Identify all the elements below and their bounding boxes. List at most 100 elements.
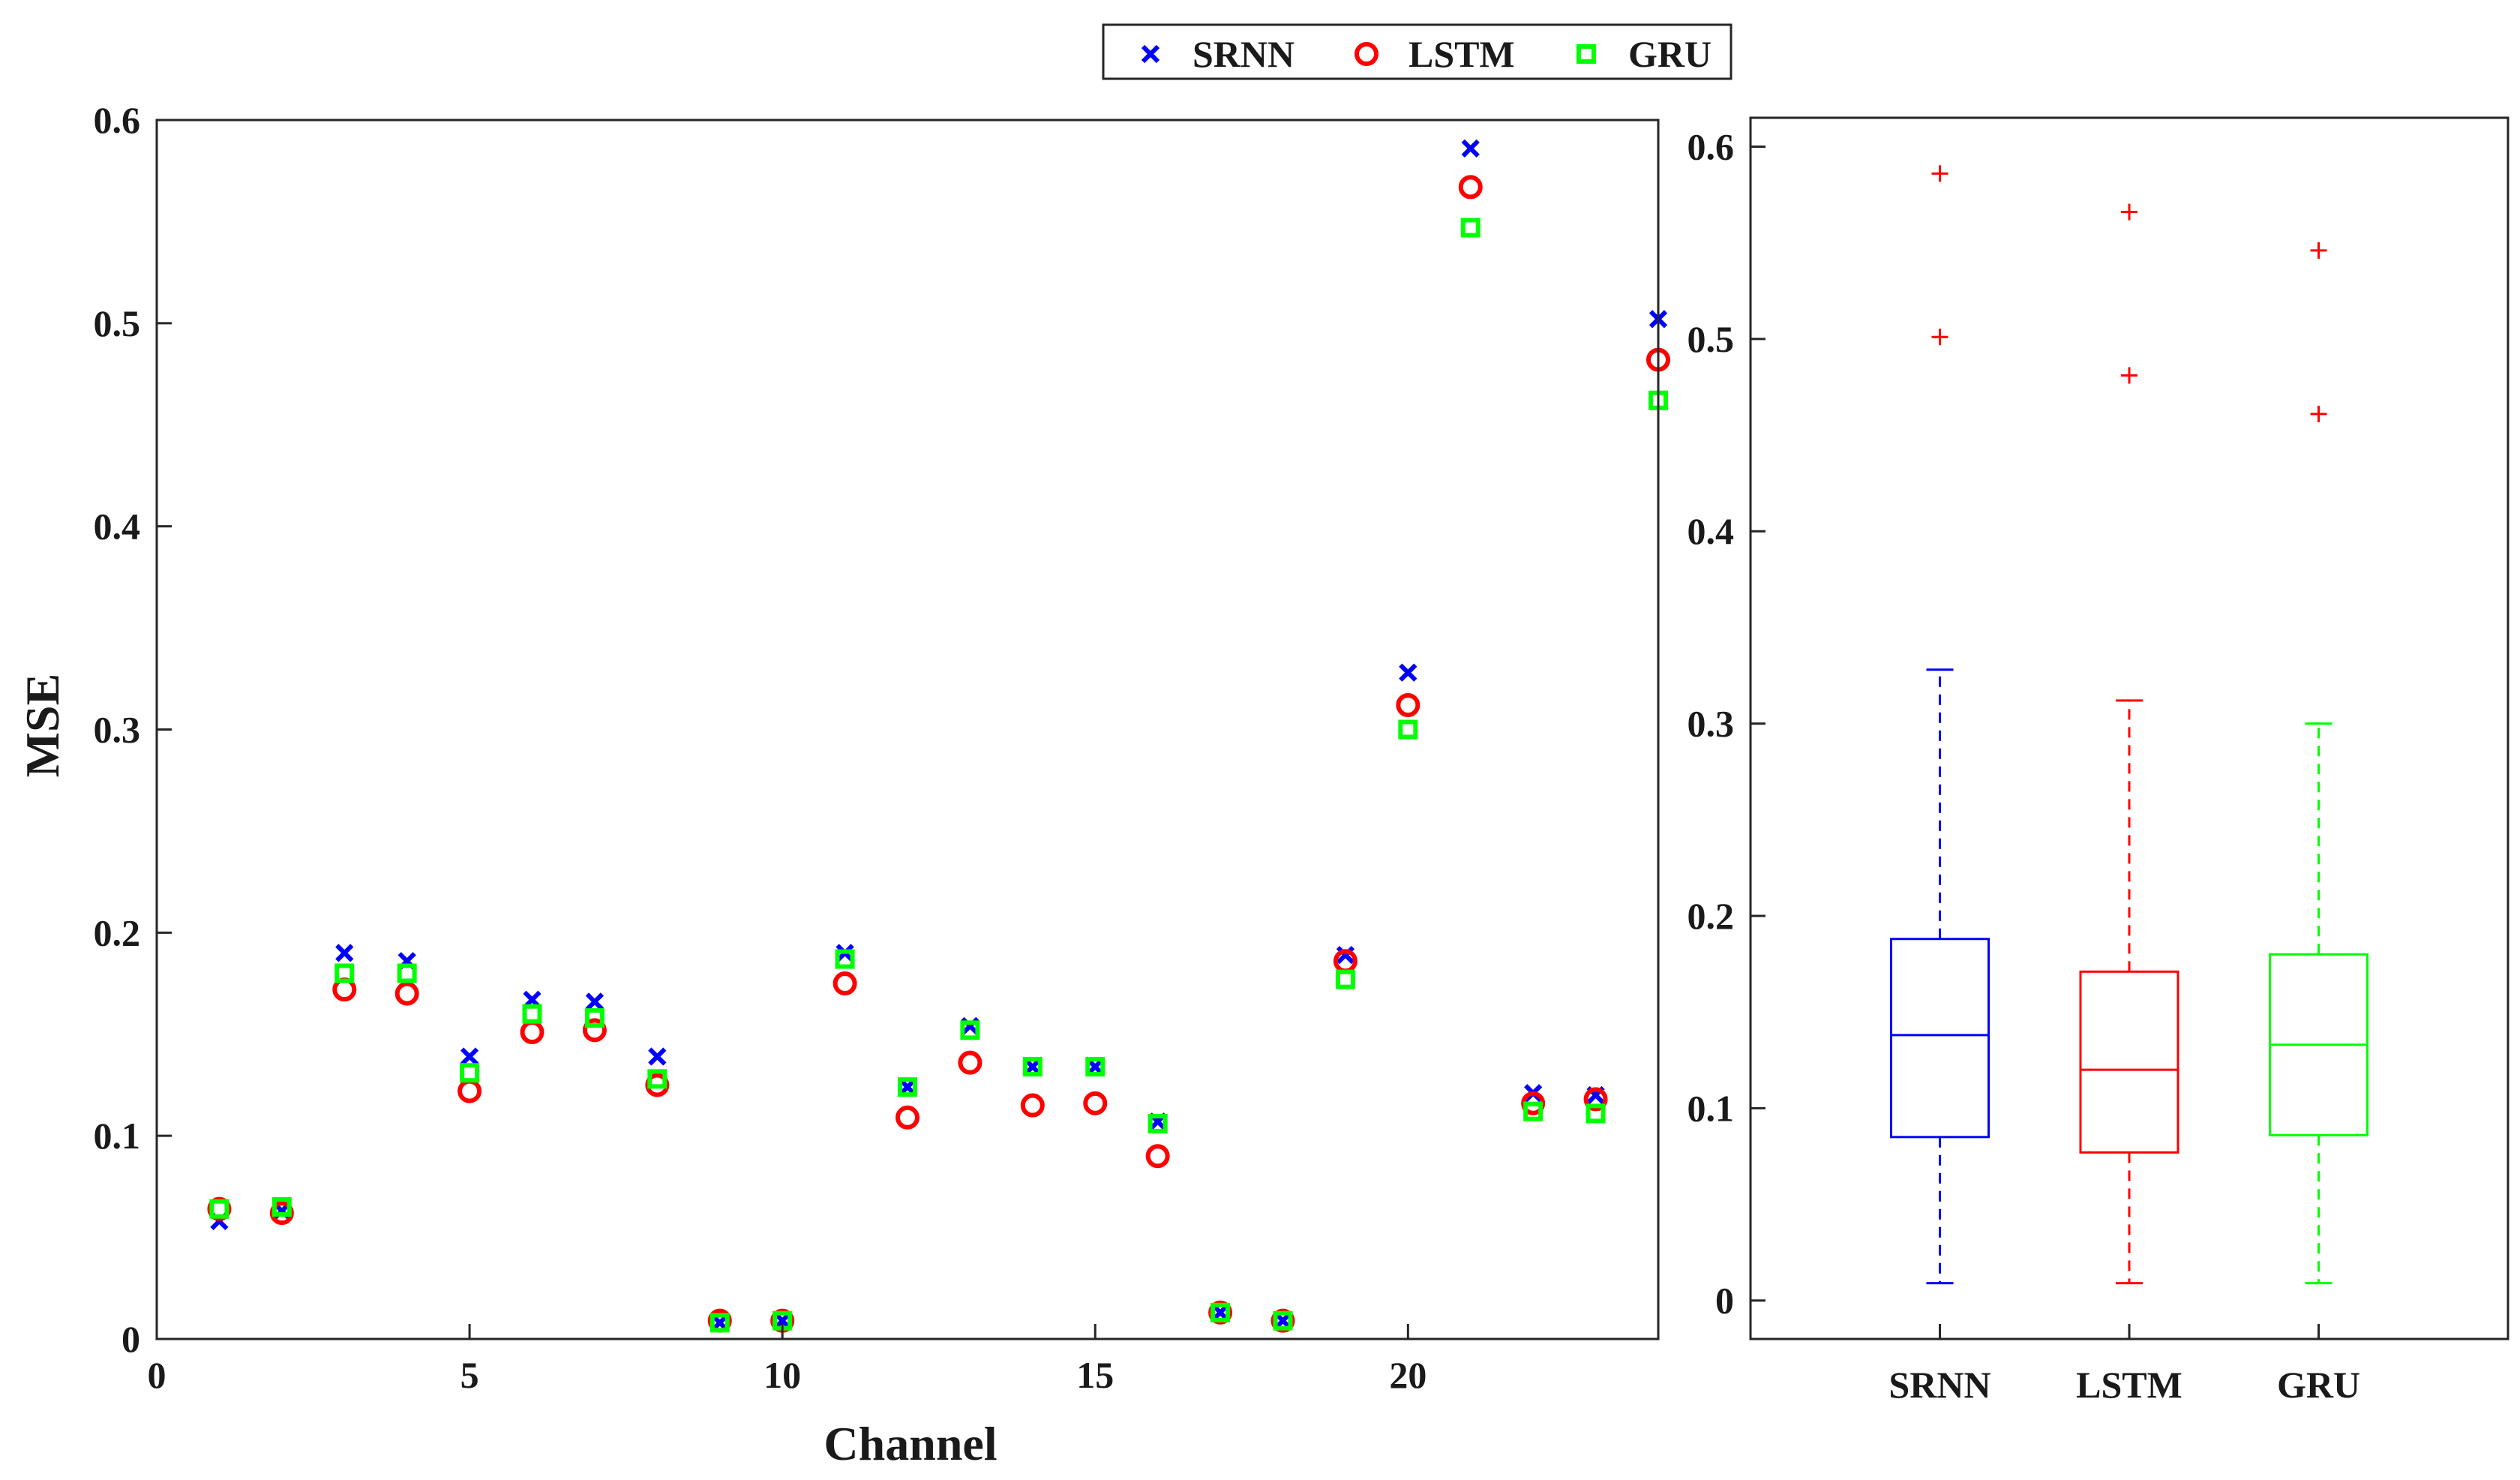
legend-item-gru: GRU: [1576, 33, 1712, 75]
gru-point: [1398, 719, 1418, 740]
srnn-point: [1086, 1057, 1105, 1076]
gru-point: [272, 1196, 292, 1217]
scatter-axes-frame: [155, 119, 1660, 1340]
box-y-tick-label: 0.1: [1688, 1087, 1735, 1129]
srnn-point: [1461, 139, 1480, 158]
x-tick-label: 10: [764, 1354, 801, 1396]
gru-point: [960, 1020, 980, 1040]
scatter-panel: 0 5 10 15 20 0 0.1 0.2 0.3 0.4 0.5 0.6 Channel MSE: [16, 99, 1670, 1470]
x-tick-label: 20: [1389, 1354, 1426, 1396]
gru-point: [1460, 218, 1480, 238]
y-tick-label: 0.4: [94, 506, 141, 548]
gru-point: [397, 963, 417, 983]
legend-items: SRNN LSTM GRU: [1141, 33, 1712, 75]
box-category-label: GRU: [2277, 1364, 2360, 1406]
iqr-box: [2079, 970, 2180, 1154]
y-tick-label: 0.3: [94, 709, 141, 751]
srnn-point: [648, 1047, 667, 1066]
x-tick-label: 15: [1076, 1354, 1114, 1396]
srnn-point: [1274, 1311, 1292, 1330]
x-tick-label: 0: [148, 1354, 166, 1396]
legend-label: LSTM: [1408, 33, 1515, 75]
gru-point: [522, 1004, 542, 1024]
series-gru: [209, 218, 1668, 1333]
gru-point: [835, 949, 855, 969]
lstm-point: [1396, 693, 1420, 717]
gru-point: [460, 1063, 480, 1083]
legend-label: GRU: [1628, 33, 1712, 75]
outlier-marker: [2310, 405, 2327, 422]
srnn-point: [585, 992, 604, 1011]
gru-point: [1210, 1302, 1231, 1322]
y-tick-label: 0.5: [94, 302, 141, 344]
y-tick-label: 0.1: [94, 1115, 141, 1157]
outlier-marker: [1931, 165, 1948, 182]
box-y-tick-label: 0.6: [1688, 125, 1735, 167]
gru-point: [1335, 969, 1355, 989]
x-tick-label: 5: [460, 1354, 479, 1396]
srnn-point: [1399, 663, 1418, 682]
y-tick-label: 0.2: [94, 911, 141, 953]
gru-point: [1148, 1113, 1168, 1133]
srnn-point: [773, 1311, 792, 1330]
lstm-point: [1083, 1091, 1108, 1115]
box-gru: [2269, 242, 2368, 1285]
lstm-point: [520, 1020, 544, 1045]
gru-point: [1273, 1310, 1293, 1331]
box-category-label: SRNN: [1888, 1364, 1990, 1406]
lstm-point: [958, 1050, 982, 1075]
srnn-point: [460, 1047, 479, 1066]
box-y-tick-label: 0.3: [1688, 703, 1735, 745]
gru-point: [209, 1199, 230, 1219]
lstm-point: [1583, 1087, 1608, 1112]
boxplot-ticks: 0 0.1 0.2 0.3 0.4 0.5 0.6 SRNN LSTM GRU: [1688, 125, 2361, 1406]
srnn-point: [1023, 1057, 1042, 1076]
legend-marker-lstm: [1354, 42, 1378, 66]
gru-point: [1022, 1057, 1042, 1077]
lstm-point: [1458, 175, 1483, 200]
box-srnn: [1890, 165, 1990, 1285]
x-axis-title: Channel: [824, 1417, 997, 1470]
srnn-point: [1210, 1303, 1230, 1322]
box-y-tick-label: 0.2: [1688, 895, 1735, 937]
lstm-point: [1145, 1144, 1170, 1169]
y-tick-label: 0.6: [94, 99, 141, 141]
outlier-marker: [1931, 329, 1948, 346]
y-tick-label: 0: [122, 1318, 140, 1360]
legend-label: SRNN: [1192, 33, 1294, 75]
gru-point: [584, 1008, 604, 1028]
gru-point: [898, 1077, 917, 1097]
legend: SRNN LSTM GRU: [1102, 23, 1732, 80]
series-lstm: [207, 175, 1670, 1333]
lstm-point: [896, 1105, 920, 1130]
gru-point: [1085, 1057, 1106, 1077]
outlier-marker: [2310, 242, 2327, 259]
box-category-label: LSTM: [2076, 1364, 2182, 1406]
srnn-point: [898, 1078, 917, 1097]
legend-item-srnn: SRNN: [1141, 33, 1294, 75]
lstm-point: [458, 1079, 482, 1103]
scatter-ticks: 0 5 10 15 20 0 0.1 0.2 0.3 0.4 0.5 0.6: [94, 99, 1427, 1396]
legend-marker-srnn: [1141, 44, 1160, 64]
outlier-marker: [2121, 367, 2138, 384]
box-y-tick-label: 0.4: [1688, 510, 1735, 552]
gru-point: [1523, 1101, 1544, 1121]
srnn-point: [1336, 946, 1355, 965]
boxplot-panel: 0 0.1 0.2 0.3 0.4 0.5 0.6 SRNN LSTM GRU: [1688, 116, 2510, 1406]
boxplot-marks: [1890, 165, 2368, 1285]
lstm-point: [1020, 1093, 1045, 1118]
legend-item-lstm: LSTM: [1354, 33, 1515, 75]
lstm-point: [832, 971, 857, 996]
gru-point: [334, 963, 355, 983]
legend-box: [1102, 23, 1732, 80]
srnn-point: [335, 944, 354, 962]
box-lstm: [2079, 203, 2180, 1285]
lstm-point: [394, 981, 419, 1006]
scatter-marks: [207, 139, 1670, 1333]
box-y-tick-label: 0.5: [1688, 318, 1735, 360]
lstm-point: [582, 1018, 607, 1043]
box-y-tick-label: 0: [1715, 1280, 1734, 1322]
outlier-marker: [2121, 203, 2138, 221]
